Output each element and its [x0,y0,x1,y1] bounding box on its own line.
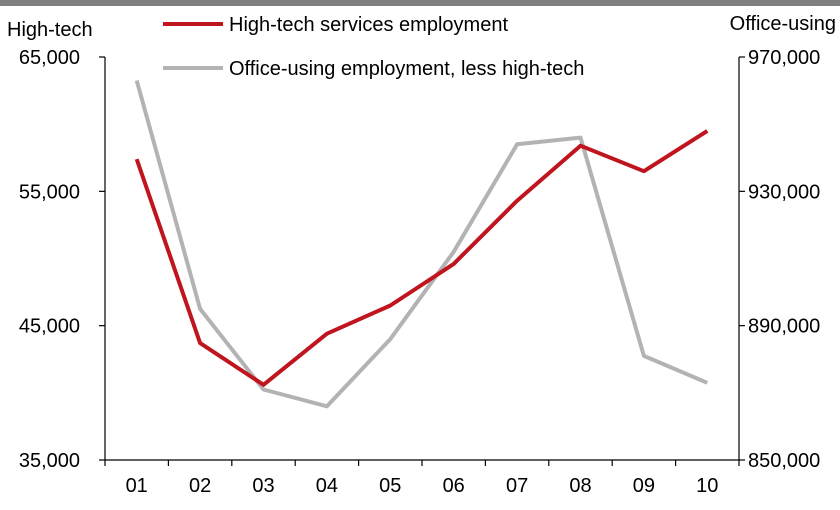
left-tick-label: 45,000 [19,316,80,338]
left-tick-label: 55,000 [19,181,80,203]
x-tick-label: 07 [506,475,528,497]
series-line-office-using [134,79,709,409]
right-tick-label: 850,000 [748,450,820,472]
x-tick-label: 04 [316,475,338,497]
legend-label-office-using: Office-using employment, less high-tech [229,58,584,80]
x-tick-label: 08 [569,475,591,497]
left-axis-ticks: 65,000 55,000 45,000 35,000 [19,47,105,472]
legend-label-high-tech: High-tech services employment [229,14,508,36]
plot-frame [104,57,740,461]
x-tick-label: 02 [189,475,211,497]
x-tick-label: 10 [696,475,718,497]
left-tick-label: 35,000 [19,450,80,472]
series-line-high-tech [134,129,709,387]
right-tick-label: 930,000 [748,181,820,203]
series-layer [134,79,709,409]
x-tick-label: 03 [252,475,274,497]
x-tick-label: 09 [633,475,655,497]
right-axis-label: Office-using [730,13,836,35]
x-tick-label: 05 [379,475,401,497]
left-axis-label: High-tech [7,19,93,41]
x-axis-ticks: 01 02 03 04 05 06 07 08 09 10 [104,460,740,497]
right-axis-ticks: 970,000 930,000 890,000 850,000 [739,47,820,472]
legend: High-tech services employment Office-usi… [163,14,584,80]
x-tick-label: 06 [443,475,465,497]
top-bar [0,0,840,6]
right-tick-label: 970,000 [748,47,820,69]
left-tick-label: 65,000 [19,47,80,69]
right-tick-label: 890,000 [748,316,820,338]
x-tick-label: 01 [126,475,148,497]
